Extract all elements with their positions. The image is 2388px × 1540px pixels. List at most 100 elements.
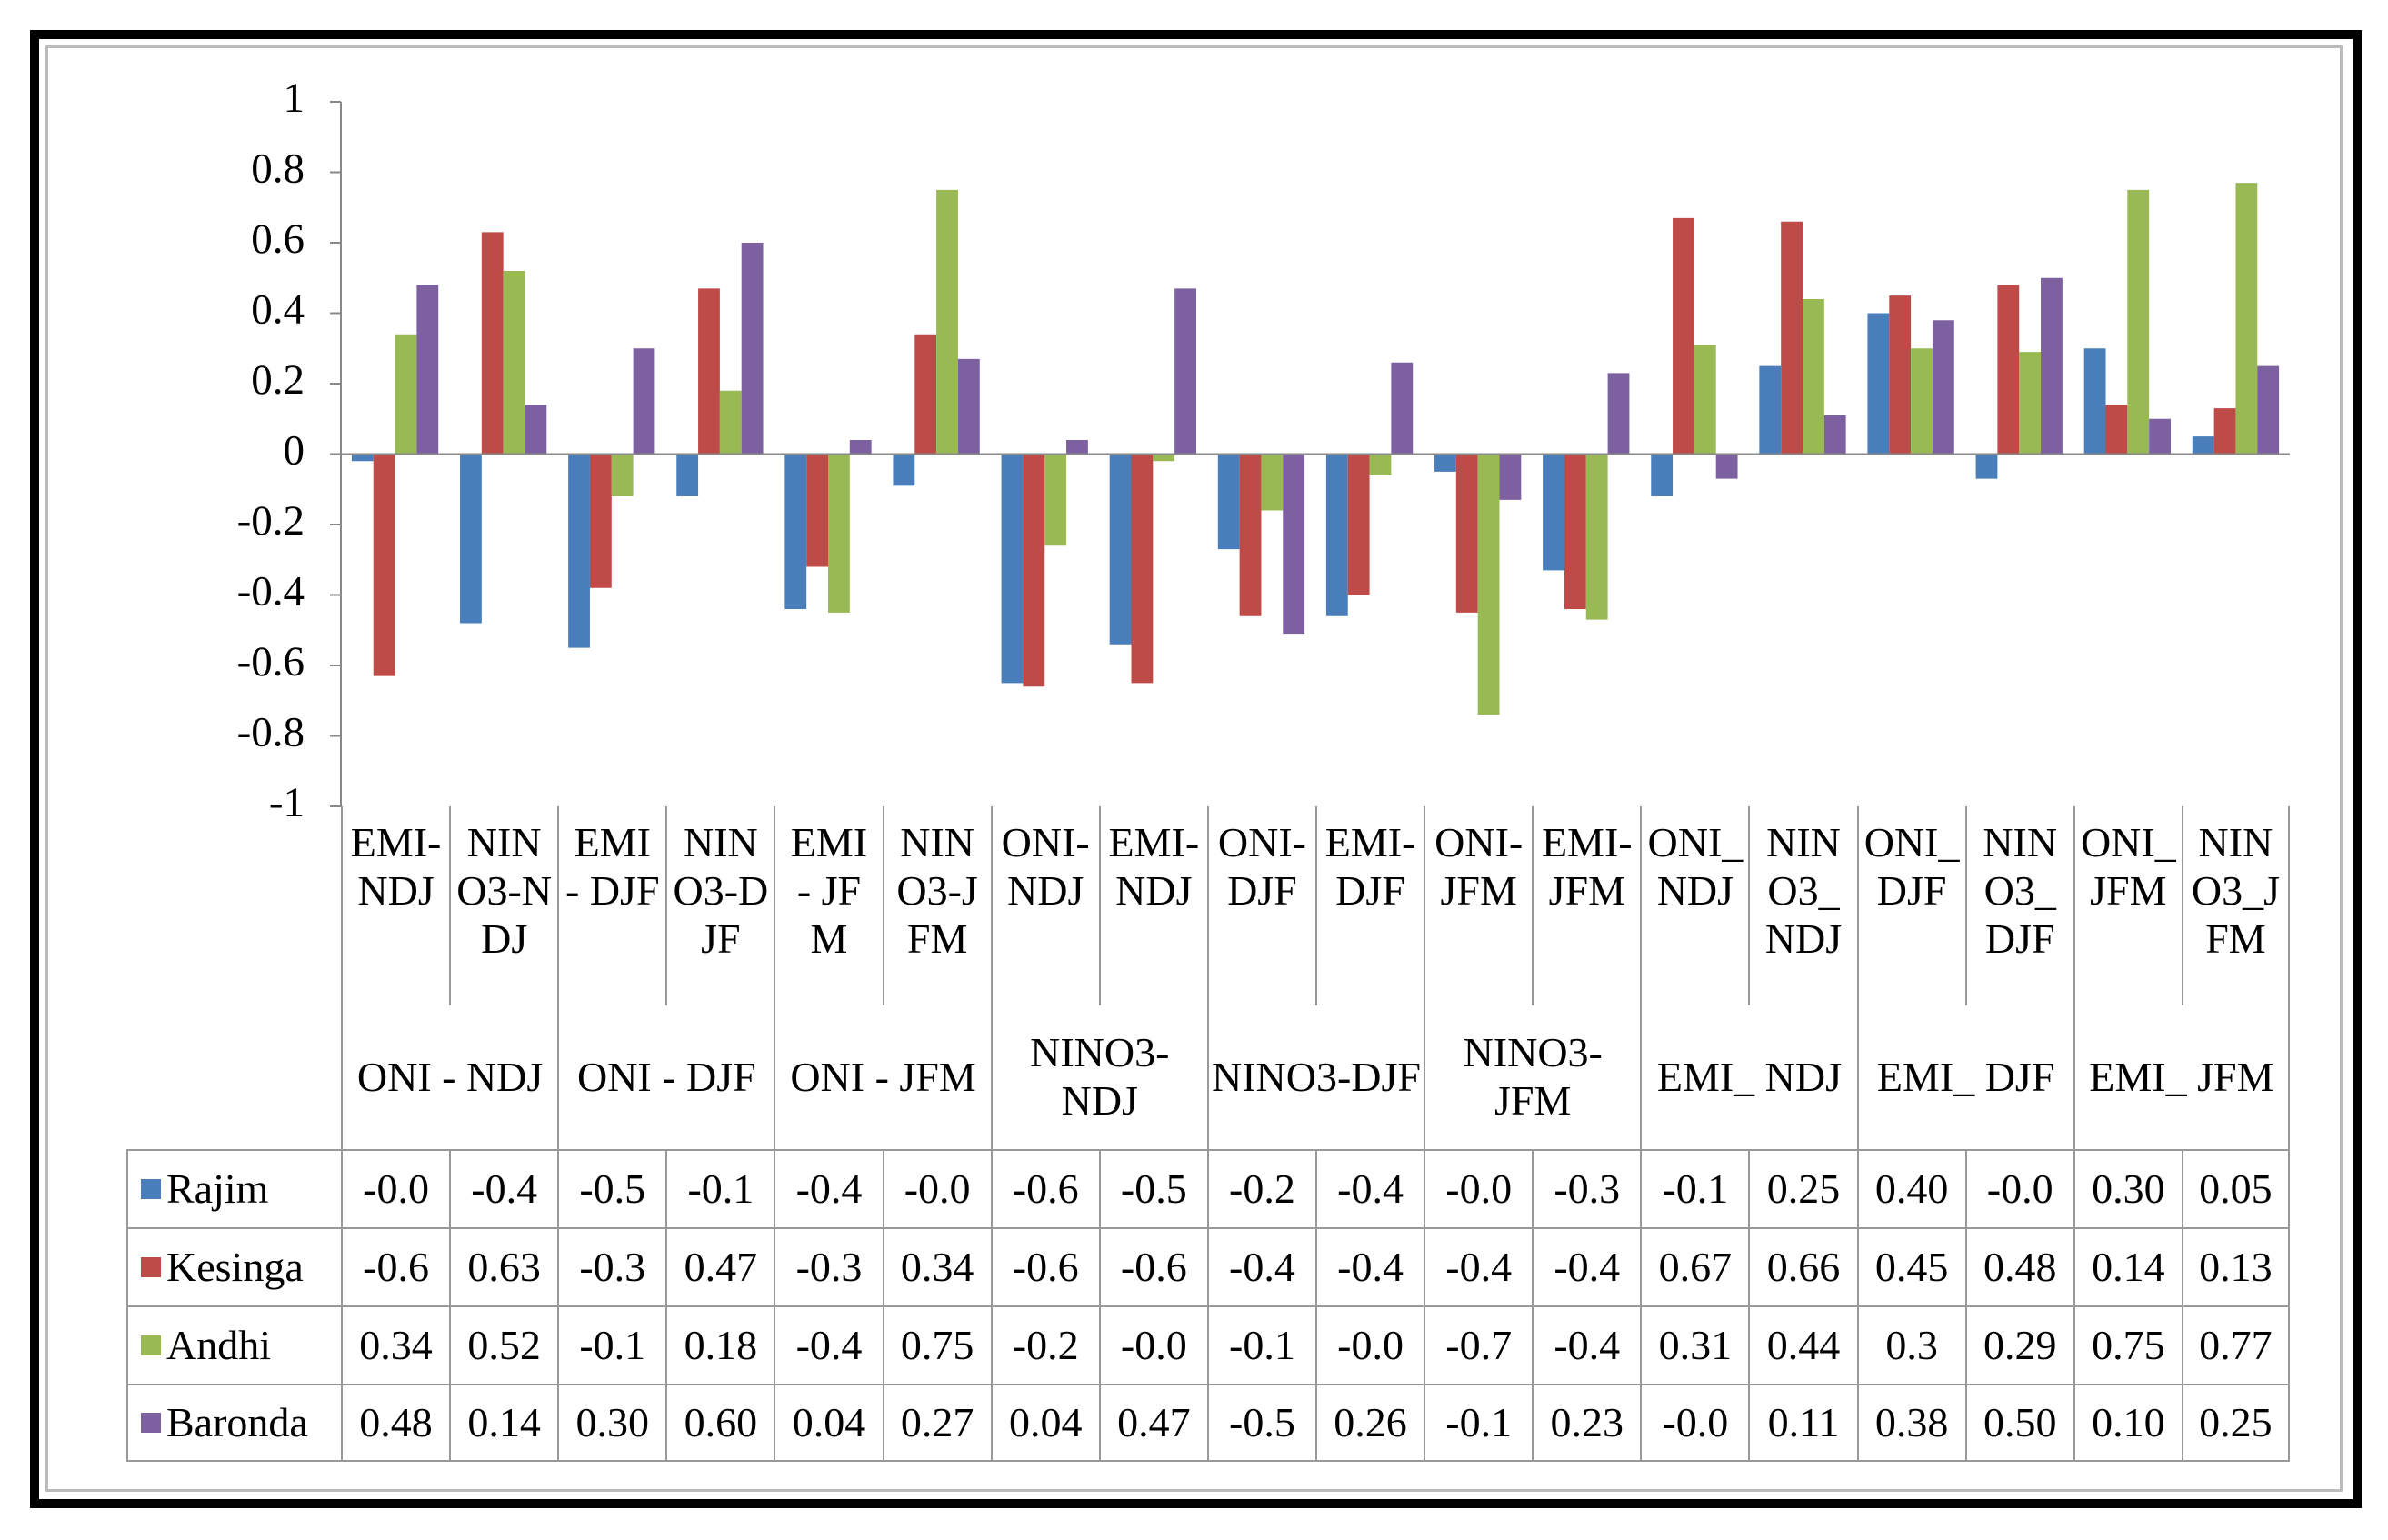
bar — [633, 348, 655, 455]
value-cell: -0.1 — [557, 1305, 666, 1384]
legend-swatch — [141, 1179, 161, 1199]
bar — [525, 405, 547, 455]
legend-label: Andhi — [166, 1321, 271, 1368]
y-tick-label: 0.6 — [251, 215, 305, 263]
group-label: EMI_ DJF — [1856, 1005, 2073, 1149]
bar — [2127, 189, 2150, 455]
value-cell: 0.14 — [2073, 1227, 2182, 1305]
bar — [936, 189, 958, 455]
value-cell: 0.04 — [774, 1384, 883, 1462]
y-tick-label: -0.4 — [237, 567, 305, 615]
category-label: EMI-NDJ — [341, 806, 449, 1005]
value-cell: 0.44 — [1748, 1305, 1857, 1384]
inner-frame — [45, 45, 2343, 1492]
value-cell: 0.25 — [1748, 1149, 1857, 1227]
legend-swatch — [141, 1257, 161, 1277]
value-cell: -0.1 — [1640, 1149, 1749, 1227]
group-label: NINO3-DJF — [1206, 1005, 1424, 1149]
value-cell: 0.05 — [2181, 1149, 2290, 1227]
value-cell: 0.75 — [2073, 1305, 2182, 1384]
bar — [914, 334, 937, 455]
value-cell: -0.4 — [774, 1149, 883, 1227]
value-cell: -0.2 — [990, 1305, 1099, 1384]
bar — [1911, 348, 1933, 455]
bar — [2041, 277, 2063, 455]
value-cell: -0.0 — [882, 1149, 991, 1227]
bar — [2192, 436, 2214, 455]
bar — [1585, 454, 1608, 620]
bar — [1283, 454, 1305, 635]
bar — [1239, 454, 1262, 616]
bar — [957, 358, 980, 455]
bar — [460, 454, 482, 624]
y-tick-label: 0.4 — [251, 285, 305, 333]
group-label: ONI - NDJ — [341, 1005, 557, 1149]
y-tick-label: -0.6 — [237, 638, 305, 685]
bar — [1261, 454, 1284, 511]
value-cell: 0.47 — [1098, 1384, 1207, 1462]
bar — [1803, 299, 1824, 455]
category-label: NINO3_NDJ — [1748, 806, 1856, 1005]
bar — [1673, 217, 1694, 455]
y-tick-label: 1 — [284, 75, 305, 122]
legend-swatch — [141, 1413, 161, 1433]
bar — [1109, 454, 1132, 645]
value-cell: 0.18 — [665, 1305, 774, 1384]
value-cell: 0.50 — [1964, 1384, 2073, 1462]
bar — [568, 454, 590, 648]
bar — [2213, 408, 2236, 455]
category-label: NINO3-JFM — [882, 806, 991, 1005]
bar — [1217, 454, 1240, 550]
value-cell: -0.5 — [1206, 1384, 1315, 1462]
value-cell: 0.13 — [2181, 1227, 2290, 1305]
bar — [893, 454, 915, 486]
group-label: ONI - JFM — [774, 1005, 990, 1149]
value-cell: 0.25 — [2181, 1384, 2290, 1462]
value-cell: -0.5 — [1098, 1149, 1207, 1227]
value-cell: 0.3 — [1856, 1305, 1965, 1384]
value-cell: -0.0 — [1424, 1149, 1533, 1227]
bar — [1174, 288, 1196, 455]
value-cell: -0.4 — [1206, 1227, 1315, 1305]
bar — [1369, 454, 1392, 475]
value-cell: -0.2 — [1206, 1149, 1315, 1227]
value-cell: 0.34 — [341, 1305, 450, 1384]
bar — [589, 454, 612, 588]
bar — [1477, 454, 1500, 715]
value-cell: -0.6 — [341, 1227, 450, 1305]
value-cell: -0.0 — [341, 1149, 450, 1227]
value-cell: -0.4 — [774, 1305, 883, 1384]
bar — [373, 454, 395, 676]
category-label: EMI-NDJ — [1098, 806, 1207, 1005]
legend-swatch — [141, 1335, 161, 1355]
legend-label: Rajim — [166, 1165, 269, 1212]
value-cell: 0.27 — [882, 1384, 991, 1462]
category-label: ONI-JFM — [1424, 806, 1532, 1005]
bar — [1131, 454, 1154, 684]
bar — [2019, 352, 2042, 455]
value-cell: -0.1 — [1206, 1305, 1315, 1384]
bar — [1499, 454, 1522, 500]
bar — [2235, 183, 2258, 455]
value-cell: -0.3 — [1532, 1149, 1641, 1227]
bar — [351, 454, 374, 462]
y-tick-label: -0.8 — [237, 708, 305, 755]
bar — [2105, 405, 2128, 455]
value-cell: -0.0 — [1640, 1384, 1749, 1462]
bar — [2257, 365, 2280, 455]
category-label: ONI-NDJ — [990, 806, 1099, 1005]
value-cell: -0.5 — [557, 1149, 666, 1227]
value-cell: 0.14 — [449, 1384, 558, 1462]
value-cell: 0.63 — [449, 1227, 558, 1305]
category-label: EMI-JFM — [1532, 806, 1640, 1005]
value-cell: -0.6 — [990, 1227, 1099, 1305]
category-label: EMI - JFM — [774, 806, 882, 1005]
value-cell: 0.04 — [990, 1384, 1099, 1462]
y-tick-label: 0.8 — [251, 145, 305, 192]
bar — [698, 288, 720, 455]
legend-entry: Kesinga — [126, 1227, 341, 1305]
bar — [1023, 454, 1045, 687]
bar — [416, 285, 439, 455]
